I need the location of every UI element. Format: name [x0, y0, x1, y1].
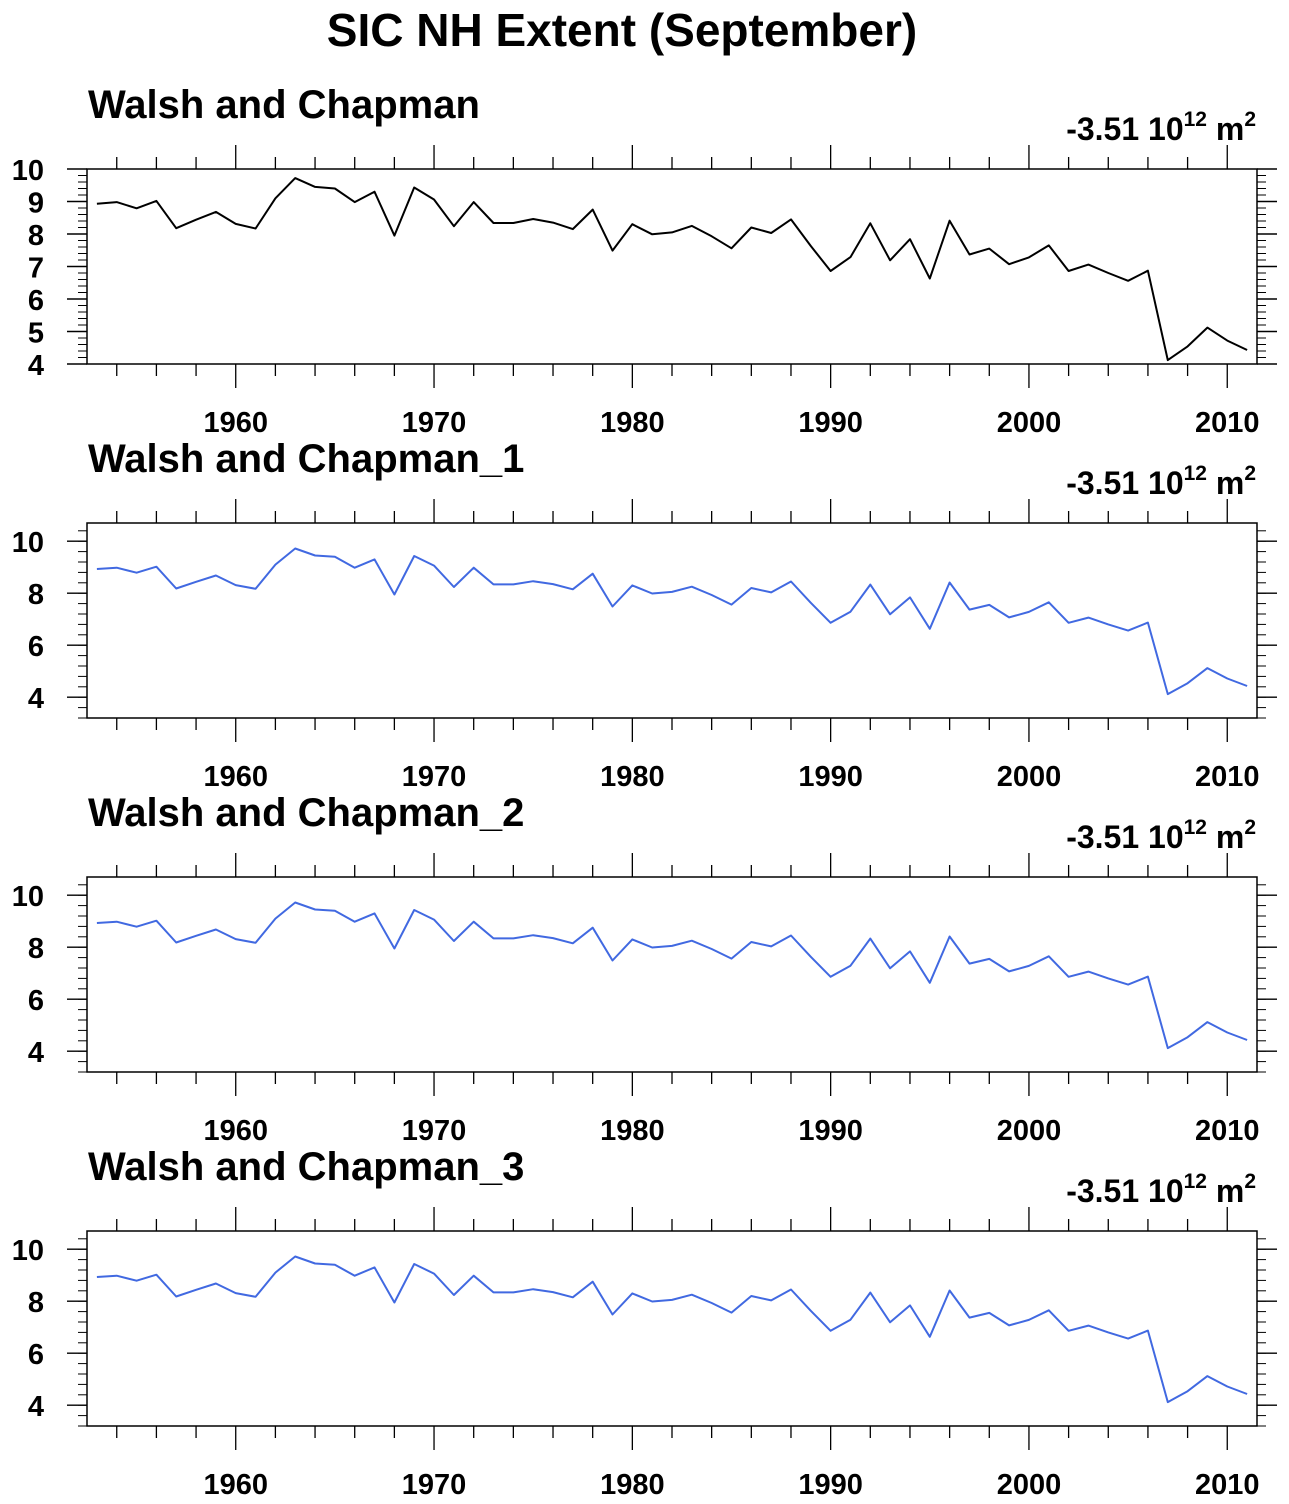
chart-panel-3: Walsh and Chapman_2 -3.51 1012 m2 1960 1970… — [12, 791, 1277, 1147]
x-tick-label: 1970 — [402, 1115, 467, 1147]
panel-title: Walsh and Chapman_1 — [88, 437, 524, 481]
y-tick-label: 4 — [28, 1391, 44, 1423]
plot-frame — [86, 522, 1258, 719]
x-tick-label: 1970 — [402, 407, 467, 439]
series-line — [96, 1255, 1248, 1404]
x-tick-label: 1960 — [203, 761, 268, 793]
y-tick-label: 10 — [12, 155, 44, 187]
y-tick-label: 6 — [28, 631, 44, 663]
plot-frame — [86, 876, 1258, 1073]
x-tick-label: 2000 — [997, 1469, 1062, 1501]
y-tick-label: 4 — [28, 1037, 44, 1069]
y-tick-label: 8 — [28, 933, 44, 965]
panels: Walsh and Chapman -3.51 1012 m2 1960 1970 19… — [12, 83, 1277, 1501]
x-tick-label: 1960 — [203, 1469, 268, 1501]
x-tick-label: 1990 — [798, 1469, 863, 1501]
chart-panel-1: Walsh and Chapman -3.51 1012 m2 1960 1970 19… — [12, 83, 1277, 439]
x-tick-label: 1990 — [798, 1115, 863, 1147]
y-tick-label: 6 — [28, 285, 44, 317]
trend-annotation: -3.51 1012 m2 — [1066, 1170, 1256, 1209]
x-tick-label: 2010 — [1195, 407, 1260, 439]
x-tick-label: 2000 — [997, 761, 1062, 793]
y-tick-label: 6 — [28, 985, 44, 1017]
x-tick-label: 2000 — [997, 407, 1062, 439]
x-tick-label: 1990 — [798, 761, 863, 793]
x-tick-label: 2010 — [1195, 1115, 1260, 1147]
panel-title: Walsh and Chapman_2 — [88, 791, 524, 835]
chart-panel-4: Walsh and Chapman_3 -3.51 1012 m2 1960 1970… — [12, 1145, 1277, 1501]
y-tick-label: 8 — [28, 220, 44, 252]
trend-annotation: -3.51 1012 m2 — [1066, 462, 1256, 501]
x-tick-label: 1980 — [600, 761, 665, 793]
series-line — [96, 177, 1248, 362]
x-tick-label: 1980 — [600, 1469, 665, 1501]
y-tick-label: 10 — [12, 1235, 44, 1267]
y-tick-label: 4 — [28, 683, 44, 715]
x-tick-label: 1990 — [798, 407, 863, 439]
y-tick-label: 9 — [28, 188, 44, 220]
series-line — [96, 547, 1248, 696]
chart-panel-2: Walsh and Chapman_1 -3.51 1012 m2 1960 1970… — [12, 437, 1277, 793]
y-tick-label: 6 — [28, 1339, 44, 1371]
figure-title: SIC NH Extent (September) — [327, 4, 917, 56]
y-tick-label: 4 — [28, 350, 44, 382]
trend-annotation: -3.51 1012 m2 — [1066, 816, 1256, 855]
y-tick-label: 10 — [12, 881, 44, 913]
x-tick-label: 1980 — [600, 407, 665, 439]
plot-frame — [86, 1230, 1258, 1427]
trend-annotation: -3.51 1012 m2 — [1066, 108, 1256, 147]
x-tick-label: 2000 — [997, 1115, 1062, 1147]
y-tick-label: 8 — [28, 579, 44, 611]
y-tick-label: 5 — [28, 318, 44, 350]
y-tick-label: 10 — [12, 527, 44, 559]
x-tick-label: 2010 — [1195, 1469, 1260, 1501]
x-tick-label: 1960 — [203, 1115, 268, 1147]
x-tick-label: 2010 — [1195, 761, 1260, 793]
series-line — [96, 901, 1248, 1050]
x-tick-label: 1970 — [402, 1469, 467, 1501]
x-tick-label: 1960 — [203, 407, 268, 439]
x-tick-label: 1980 — [600, 1115, 665, 1147]
y-tick-label: 7 — [28, 253, 44, 285]
x-tick-label: 1970 — [402, 761, 467, 793]
y-tick-label: 8 — [28, 1287, 44, 1319]
panel-title: Walsh and Chapman_3 — [88, 1145, 524, 1189]
panel-title: Walsh and Chapman — [88, 83, 480, 127]
